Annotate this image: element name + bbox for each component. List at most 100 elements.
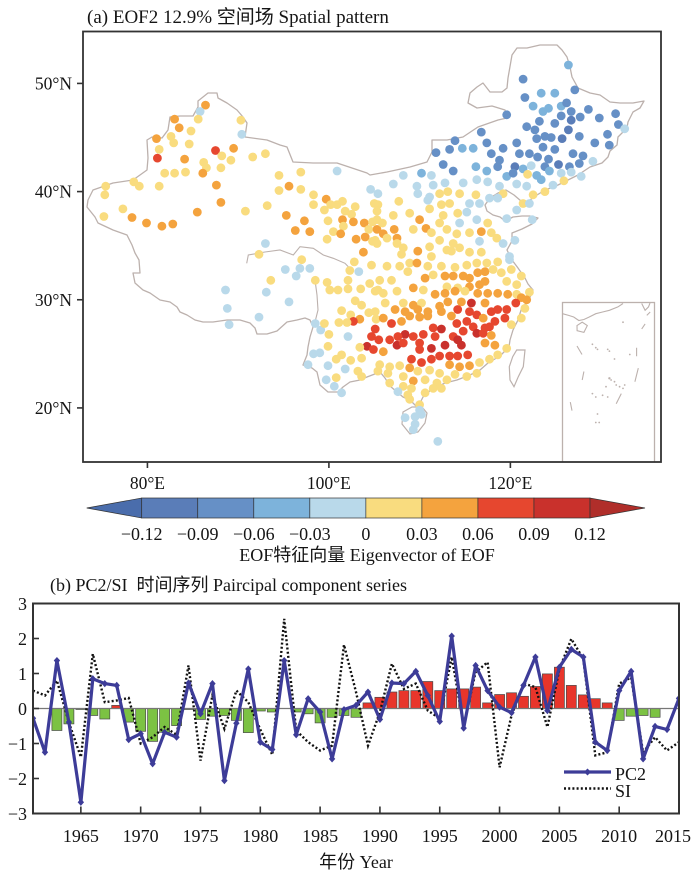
station-dot <box>493 350 503 360</box>
station-dot <box>217 151 227 161</box>
bar <box>51 708 63 731</box>
station-dot <box>393 387 403 397</box>
station-dot <box>468 143 478 153</box>
lat-tick-label: 50°N <box>35 73 72 93</box>
station-dot <box>345 266 355 275</box>
pc2-point <box>544 707 551 715</box>
station-dot <box>349 217 358 227</box>
inset-dashed-line <box>569 311 651 411</box>
colorbar-box <box>421 497 479 519</box>
station-dot <box>465 199 474 208</box>
station-dot <box>525 287 534 297</box>
station-dot <box>566 115 576 125</box>
station-dot <box>525 199 534 208</box>
station-dot <box>325 285 335 295</box>
y-tick-label: −2 <box>8 769 27 789</box>
pc2-point <box>532 653 539 661</box>
station-dot <box>443 297 453 307</box>
station-dot <box>393 332 403 341</box>
station-dot <box>520 304 530 313</box>
station-dot <box>415 215 424 225</box>
colorbar-tick-label: −0.06 <box>233 524 275 544</box>
station-dot <box>556 168 566 178</box>
station-dot <box>323 341 333 351</box>
bar <box>398 690 410 709</box>
station-dot <box>455 218 464 228</box>
station-dot <box>417 358 426 367</box>
colorbar-box <box>477 497 535 519</box>
station-dot <box>427 252 436 261</box>
x-tick-label: 1980 <box>242 826 278 846</box>
station-dot <box>397 249 406 259</box>
station-dot <box>118 204 128 214</box>
station-dot <box>450 370 460 379</box>
panel-b-title: (b) PC2/SI 时间序列 Paircipal component seri… <box>50 575 407 596</box>
station-dot <box>502 305 512 314</box>
colorbar-label: EOF特征向量 Eigenvector of EOF <box>239 545 494 565</box>
bar <box>147 708 158 742</box>
pc2-point <box>580 653 587 661</box>
station-dot <box>505 255 514 265</box>
station-dot <box>398 171 408 180</box>
station-dot <box>483 218 493 228</box>
station-dot <box>425 242 434 252</box>
station-dot <box>216 198 226 207</box>
station-dot <box>511 298 521 308</box>
station-dot <box>427 171 436 180</box>
station-dot <box>412 258 422 268</box>
station-dot <box>611 109 620 119</box>
station-dot <box>297 255 307 265</box>
y-tick-label: 0 <box>18 699 27 719</box>
bar <box>446 688 458 709</box>
station-dot <box>392 239 402 248</box>
station-dot <box>525 149 534 159</box>
station-dot <box>570 85 580 95</box>
bar <box>625 708 637 717</box>
station-dot <box>435 218 444 228</box>
station-dot <box>463 350 473 360</box>
station-dot <box>420 273 430 283</box>
station-dot <box>485 193 494 203</box>
station-dot <box>343 332 353 341</box>
station-dot <box>614 120 623 129</box>
station-dot <box>180 154 190 164</box>
y-tick-label: 3 <box>18 594 27 614</box>
station-dot <box>510 235 520 245</box>
station-dot <box>100 190 110 200</box>
colorbar: −0.12 −0.09 −0.06 −0.03 0 0.03 0.06 0.09 0.12 <box>86 497 646 544</box>
station-dot <box>181 167 190 177</box>
station-dot <box>371 314 381 324</box>
station-dot <box>347 209 356 219</box>
station-dot <box>480 298 490 308</box>
station-dot <box>428 384 438 393</box>
station-dot <box>496 268 506 278</box>
station-dot <box>450 286 460 296</box>
station-dot <box>535 116 544 126</box>
x-tick-label: 1995 <box>422 826 458 846</box>
station-dot <box>522 181 532 191</box>
station-dot <box>408 283 418 293</box>
station-dot <box>324 330 334 339</box>
station-dot <box>427 354 436 364</box>
station-dot <box>346 355 356 365</box>
legend-pc2-label: PC2 <box>615 764 646 784</box>
station-dot <box>420 375 430 385</box>
station-dot <box>574 132 584 141</box>
station-dot <box>445 145 454 154</box>
station-dot <box>437 324 446 334</box>
station-dot <box>337 388 346 398</box>
station-dot <box>438 160 448 169</box>
station-dot <box>305 264 315 273</box>
station-dot <box>134 181 144 191</box>
pc2-point <box>520 681 527 689</box>
station-dot <box>333 285 343 295</box>
station-dot <box>458 326 468 336</box>
colorbar-tick-label: −0.12 <box>121 524 163 544</box>
station-dot <box>557 134 567 144</box>
station-dot <box>512 179 522 189</box>
pc2-point <box>137 730 144 738</box>
station-dot <box>472 258 482 268</box>
station-dot <box>428 180 438 190</box>
station-dot <box>337 350 346 360</box>
station-dot <box>462 317 472 326</box>
